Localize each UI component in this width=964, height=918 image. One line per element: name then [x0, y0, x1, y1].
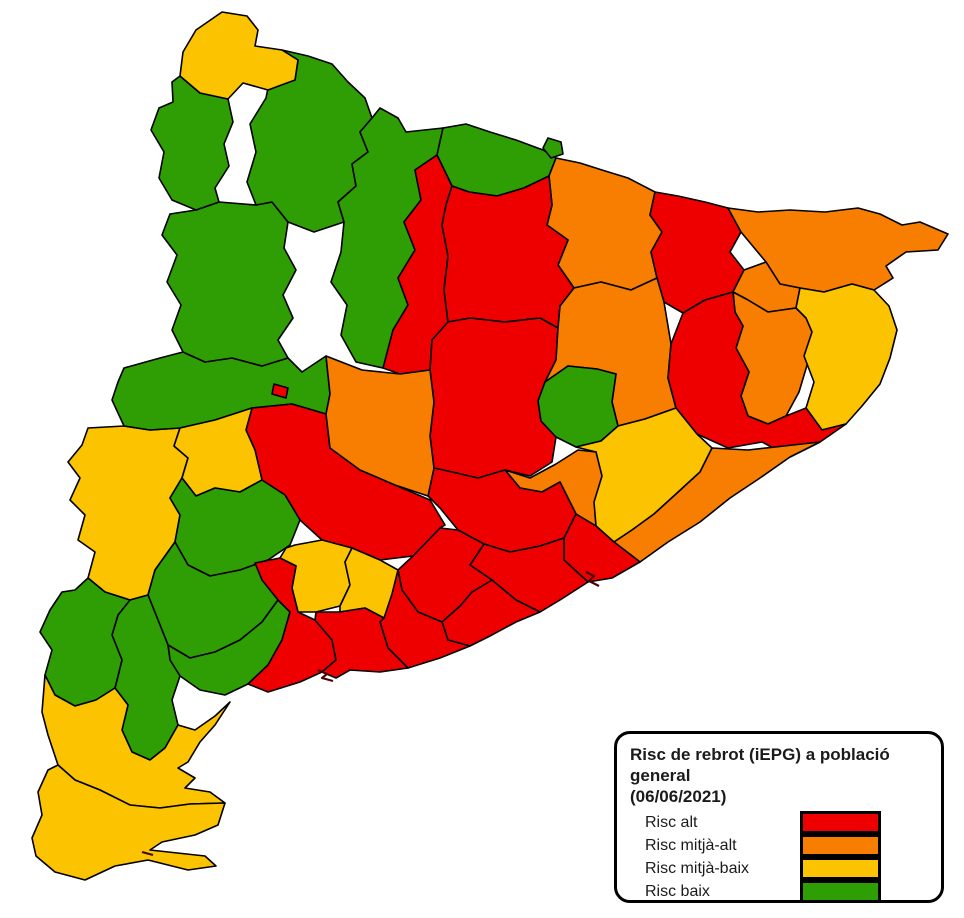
map-region	[169, 477, 301, 577]
legend-row-baix: Risc baix	[630, 880, 929, 903]
map-region	[161, 201, 297, 367]
legend-label-baix: Risc baix	[645, 882, 710, 900]
legend-swatch-alt	[800, 811, 881, 834]
legend-row-mitja-baix: Risc mitjà-baix	[630, 857, 929, 880]
map-region	[542, 137, 564, 159]
map-region	[314, 607, 409, 679]
legend-label-mitja-alt: Risc mitjà-alt	[645, 836, 737, 854]
legend-box: Risc de rebrot (iEPG) a població general…	[614, 731, 944, 903]
map-region	[325, 355, 435, 497]
legend-date: (06/06/2021)	[630, 787, 727, 806]
map-region	[795, 283, 898, 431]
legend-swatch-mitja-baix	[800, 857, 881, 880]
map-region	[150, 75, 234, 211]
legend-rows: Risc alt Risc mitjà-alt Risc mitjà-baix …	[630, 811, 929, 903]
map-region	[179, 11, 299, 100]
legend-row-mitja-alt: Risc mitjà-alt	[630, 834, 929, 857]
map-region	[247, 557, 337, 693]
map-region	[31, 764, 226, 881]
map-regions	[31, 11, 949, 881]
legend-row-alt: Risc alt	[630, 811, 929, 834]
tarragona-port-mark	[317, 668, 334, 683]
legend-label-alt: Risc alt	[645, 813, 698, 831]
legend-swatch-baix	[800, 880, 881, 903]
map-region	[271, 383, 289, 399]
delta-mark	[141, 850, 154, 857]
legend-swatch-mitja-alt	[800, 834, 881, 857]
map-region	[246, 49, 373, 233]
barcelona-port-mark	[585, 571, 600, 587]
legend-title: Risc de rebrot (iEPG) a població general	[630, 745, 890, 785]
legend-label-mitja-baix: Risc mitjà-baix	[645, 859, 750, 877]
port-marks	[141, 571, 600, 857]
map-region	[546, 157, 663, 291]
